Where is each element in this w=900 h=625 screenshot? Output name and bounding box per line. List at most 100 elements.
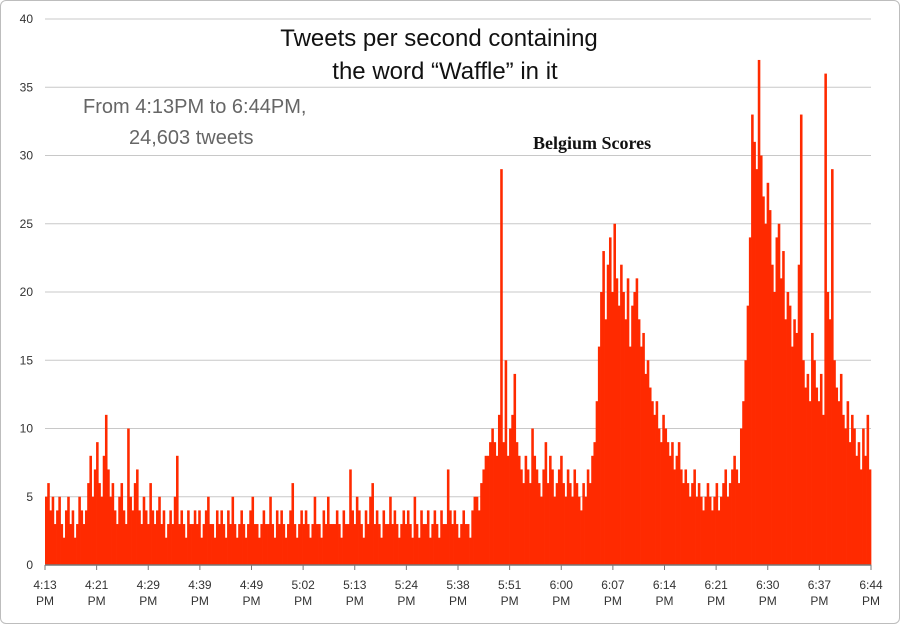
bar [156,510,159,565]
x-tick-label: PM [397,594,415,608]
bar [120,483,124,565]
y-tick-label: 15 [20,353,34,367]
bar [768,210,772,565]
bar [278,524,281,565]
bar [764,223,767,565]
bar [868,469,872,565]
y-tick-label: 40 [20,12,34,26]
bar [677,442,681,565]
x-tick-label: PM [759,594,777,608]
bar [626,278,630,565]
bar [742,401,745,565]
bar [606,264,610,565]
bar [762,196,765,565]
bar [144,510,148,565]
bar [304,510,308,565]
bar [118,496,121,565]
x-tick-label: 6:00 [550,578,574,592]
bar [76,524,79,565]
bar [833,360,836,565]
bar [739,428,743,565]
bar [107,469,110,565]
bar [160,524,164,565]
bar [673,469,676,565]
bar [666,442,670,565]
bar [173,496,177,565]
bar [280,510,283,565]
bar [158,496,161,565]
bar [218,524,221,565]
bar [238,524,241,565]
bar [564,496,568,565]
bar [555,483,559,565]
bar [60,524,64,565]
bar [859,469,863,565]
bar [378,524,381,565]
bar [136,469,139,565]
bar [153,524,157,565]
bar [837,401,841,565]
bar [782,251,785,566]
y-tick-label: 5 [26,490,33,504]
bar [253,524,257,565]
x-tick-label: PM [862,594,880,608]
bar [360,524,363,565]
bar [631,305,634,565]
bar [595,401,599,565]
bar [429,537,432,565]
bar [140,524,144,565]
bar [675,455,679,565]
bar [593,442,597,565]
chart-subtitle-line-1: From 4:13PM to 6:44PM, [83,96,306,118]
bar [98,483,101,565]
x-tick-label: PM [552,594,570,608]
bar [497,414,501,565]
bar [502,442,505,565]
bar [531,428,534,565]
bar [466,524,470,565]
bar [551,469,554,565]
bar [817,401,821,565]
bar [546,483,550,565]
bar [633,292,636,565]
bar [289,510,292,565]
bar [389,496,392,565]
x-tick-label: 4:29 [137,578,161,592]
bar [500,169,503,565]
bar [240,510,243,565]
bar [495,455,499,565]
bar [375,510,379,565]
bar [686,483,690,565]
bar [426,510,430,565]
bar [753,141,756,565]
bar [697,483,701,565]
bar [131,510,135,565]
bar [69,524,72,565]
bar [671,442,674,565]
bar [540,496,543,565]
bar [549,455,552,565]
bar [602,251,605,566]
y-axis-ticks: 0 5 10 15 20 25 30 35 40 [20,12,34,572]
bar [255,524,259,565]
bar [176,455,179,565]
bar [491,428,494,565]
y-tick-label: 0 [26,558,33,572]
bar [204,510,208,565]
bar [220,510,223,565]
bar [262,510,266,565]
gridlines [45,18,871,498]
bar [171,524,175,565]
bar [544,442,548,565]
bar [620,264,623,565]
bar [82,524,86,565]
bar [358,510,361,565]
bar [89,455,92,565]
bar [746,305,750,565]
bar [511,414,514,565]
bar [517,455,521,565]
chart-title-line-2: the word “Waffle” in it [332,58,558,85]
bar [384,524,388,565]
bar [187,510,190,565]
x-tick-label: 5:13 [343,578,367,592]
